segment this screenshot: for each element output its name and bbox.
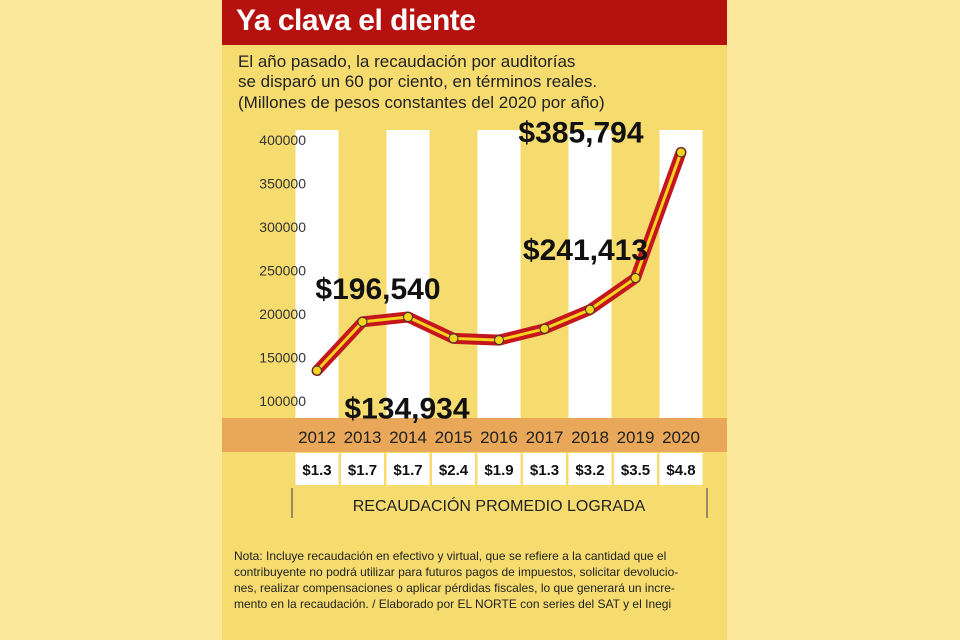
line-chart: 400000 350000 300000 250000 200000 150000 1000…	[222, 118, 727, 518]
average-value-label: $1.7	[348, 462, 377, 479]
y-tick-label: 300000	[259, 219, 306, 235]
average-value-label: $1.9	[484, 462, 513, 479]
data-point	[676, 147, 686, 158]
bracket-line	[291, 488, 708, 518]
average-cell-bg	[568, 453, 612, 485]
average-value-label: $1.7	[393, 462, 422, 479]
y-tick-label: 400000	[259, 132, 306, 148]
data-point	[539, 323, 550, 334]
average-value-label: $1.3	[530, 462, 559, 479]
average-cell-bg	[477, 453, 521, 485]
y-tick-label: 100000	[259, 393, 306, 409]
column-stripe	[523, 130, 566, 418]
y-tick-label: 200000	[259, 306, 306, 322]
column-stripe	[341, 130, 384, 418]
data-point	[357, 316, 368, 327]
x-tick-label: 2019	[617, 428, 655, 447]
column-stripe	[386, 130, 430, 418]
x-tick-label: 2017	[526, 428, 564, 447]
x-tick-label: 2016	[480, 428, 518, 447]
average-value-label: $2.4	[439, 462, 469, 479]
note-line-1: Nota: Incluye recaudación en efectivo y …	[234, 549, 667, 563]
data-point	[630, 272, 641, 283]
data-point	[403, 312, 413, 323]
data-label: $196,540	[315, 273, 440, 306]
data-point	[494, 335, 504, 346]
average-cell-bg	[386, 453, 430, 485]
subtitle-line-1: El año pasado, la recaudación por audito…	[238, 52, 576, 71]
data-point	[448, 333, 459, 344]
year-band	[222, 418, 727, 452]
bracket-label-line: POR ACTO DE FISCALIZACIÓN TERMINADO	[332, 517, 667, 518]
note-line-3: nes, realizar compensaciones o aplicar p…	[234, 581, 675, 595]
x-tick-label: 2020	[662, 428, 700, 447]
average-cell-bg	[341, 453, 384, 485]
column-stripe	[477, 130, 521, 418]
subtitle-line-3: (Millones de pesos constantes del 2020 p…	[238, 93, 605, 112]
data-point	[585, 304, 595, 315]
x-tick-label: 2014	[389, 428, 427, 447]
average-cell-bg	[614, 453, 657, 485]
data-label: $385,794	[518, 118, 643, 149]
average-cell-bg	[523, 453, 566, 485]
x-tick-label: 2015	[435, 428, 473, 447]
y-tick-label: 350000	[259, 176, 306, 192]
data-label: $134,934	[344, 393, 469, 426]
title-bar	[222, 0, 727, 45]
y-tick-label: 150000	[259, 350, 306, 366]
note-line-2: contribuyente no podrá utilizar para fut…	[234, 565, 679, 579]
footnote: Nota: Incluye recaudación en efectivo y …	[234, 548, 714, 612]
average-cell-bg	[432, 453, 475, 485]
average-value-label: $3.2	[575, 462, 604, 479]
column-stripe	[432, 130, 475, 418]
column-stripe	[568, 130, 612, 418]
average-cell-bg	[659, 453, 703, 485]
x-tick-label: 2013	[344, 428, 382, 447]
data-label: $241,413	[523, 234, 648, 267]
bracket-label-line: RECAUDACIÓN PROMEDIO LOGRADA	[353, 496, 646, 515]
subtitle-line-2: se disparó un 60 por ciento, en términos…	[238, 72, 598, 91]
average-value-label: $3.5	[621, 462, 650, 479]
note-line-4: mento en la recaudación. / Elaborado por…	[234, 597, 672, 611]
average-value-label: $4.8	[666, 462, 695, 479]
x-tick-label: 2018	[571, 428, 609, 447]
x-tick-label: 2012	[298, 428, 336, 447]
column-stripe	[659, 130, 703, 418]
average-cell-bg	[295, 453, 339, 485]
page-title: Ya clava el diente	[236, 4, 476, 37]
y-tick-label: 250000	[259, 263, 306, 279]
data-point	[312, 365, 322, 376]
average-value-label: $1.3	[302, 462, 331, 479]
